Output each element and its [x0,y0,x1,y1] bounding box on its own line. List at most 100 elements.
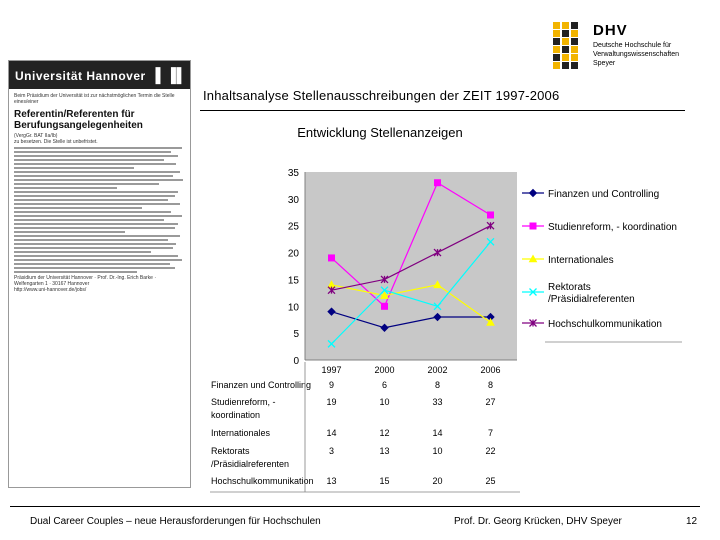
data-point [487,211,494,219]
data-point [327,280,336,289]
clipping-text-line [14,243,177,245]
clipping-text-line [14,239,168,241]
data-point [433,302,442,311]
legend-swatch-marker [528,188,538,198]
logo-square [553,22,560,29]
footer-author: Prof. Dr. Georg Krücken, DHV Speyer [454,516,622,527]
clipping-text-line [14,203,180,205]
data-point [380,291,389,299]
clipping-intro: Beim Präsidium der Universität ist zur n… [14,93,175,105]
series-line-3 [331,284,491,323]
table-row-label: Hochschulkommunikation [211,476,314,486]
legend-label-line: Finanzen und Controlling [548,189,659,200]
table-cell-value: 8 [435,380,440,390]
y-tick-label: 30 [288,195,300,206]
legend-label: Hochschulkommunikation [548,319,662,330]
logo-square [553,38,560,45]
clipping-text-line [14,267,175,269]
table-row-label: Internationales [211,428,271,438]
clipping-text-line [14,231,126,233]
legend-label-line: Rektorats [548,282,591,293]
headline-divider [200,110,685,111]
chart-title: Entwicklung Stellenanzeigen [297,125,463,140]
table-cell-value: 12 [379,428,389,438]
legend-label: Rektorats/Präsidialreferenten [548,282,635,305]
clipping-text-line [14,171,180,173]
footer-divider [10,506,700,507]
clipping-text-line [14,219,165,221]
y-tick-label: 10 [288,302,300,313]
table-cell-value: 25 [485,476,495,486]
logo-square [553,54,560,61]
legend-swatch-marker [529,288,537,296]
clipping-text-line [14,255,179,257]
table-cell-value: 14 [326,428,336,438]
data-point [381,302,388,310]
data-point [434,179,441,187]
clipping-text-line [14,175,174,177]
clipping-text-line [14,191,179,193]
clipping-text-line [14,215,182,217]
clipping-text-line [14,187,117,189]
dhv-logo-name: DHV [593,22,628,39]
table-cell-value: 14 [432,428,442,438]
legend-swatch-marker [528,254,538,263]
data-point [486,317,495,326]
data-point [433,312,442,322]
page-number: 12 [686,516,698,527]
logo-square [571,30,578,37]
table-row-label-line: koordination [211,410,260,420]
table-row-label-line: Finanzen und Controlling [211,380,311,390]
table-row-label-line: Studienreform, - [211,397,276,407]
data-point [327,339,336,348]
footer-talk-title: Dual Career Couples – neue Herausforderu… [30,516,321,527]
clipping-text-line [14,179,184,181]
x-category-label: 2000 [374,365,394,375]
logo-square [553,30,560,37]
clipping-text-line [14,147,182,149]
y-tick-label: 5 [293,329,299,340]
table-cell-value: 3 [329,446,334,456]
table-row-label-line: Internationales [211,428,271,438]
data-point [380,275,389,284]
x-category-label: 2006 [480,365,500,375]
dhv-logo-mark [553,22,587,72]
clipping-text-line [14,251,151,253]
table-row-label-line: /Präsidialreferenten [211,459,289,469]
logo-square [571,22,578,29]
legend-label: Finanzen und Controlling [548,189,659,200]
table-row-label-line: Rektorats [211,446,250,456]
logo-square [562,22,569,29]
job-posting-clipping: Universität Hannover ▌▐▌ Beim Präsidium … [8,60,191,488]
table-row-label: Finanzen und Controlling [211,380,311,390]
clipping-text-line [14,151,172,153]
data-point [486,221,495,230]
y-tick-label: 35 [288,168,300,179]
data-point [433,248,442,257]
legend-label-line: Hochschulkommunikation [548,319,662,330]
clipping-text-line [14,195,175,197]
legend-label: Studienreform, - koordination [548,222,677,233]
clipping-text-line [14,207,143,209]
clipping-title: Referentin/Referenten für Berufungsangel… [14,109,143,131]
clipping-text-block [14,147,185,273]
table-cell-value: 10 [432,446,442,456]
logo-square [553,62,560,69]
clipping-text-line [14,211,172,213]
clipping-header: Universität Hannover ▌▐▌ [9,61,190,89]
clipping-body: Beim Präsidium der Universität ist zur n… [9,89,190,297]
clipping-text-line [14,259,182,261]
clipping-url: http://www.uni-hannover.de/jobs/ [14,287,87,293]
clipping-text-line [14,167,134,169]
table-cell-value: 9 [329,380,334,390]
x-category-label: 2002 [427,365,447,375]
clipping-university-name: Universität Hannover [15,69,146,83]
table-cell-value: 8 [488,380,493,390]
table-cell-value: 7 [488,428,493,438]
university-logo-icon: ▌▐▌ [155,67,187,83]
logo-square [562,30,569,37]
table-cell-value: 13 [326,476,336,486]
clipping-text-line [14,199,168,201]
x-category-label: 1997 [321,365,341,375]
